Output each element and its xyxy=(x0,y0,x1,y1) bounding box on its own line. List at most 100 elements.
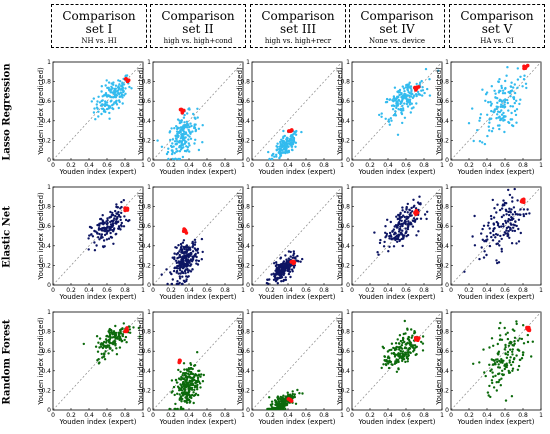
data-point xyxy=(119,80,122,83)
data-point xyxy=(171,278,174,281)
scatter-points xyxy=(266,388,304,411)
data-point xyxy=(122,225,126,228)
data-point xyxy=(201,250,204,254)
data-point xyxy=(181,261,185,264)
x-tick-label: 0 xyxy=(51,412,55,419)
data-point xyxy=(266,278,269,281)
data-point xyxy=(179,396,183,399)
data-point xyxy=(178,121,182,125)
data-point xyxy=(425,217,428,221)
data-point xyxy=(389,360,393,364)
data-point xyxy=(490,109,493,113)
data-point xyxy=(498,98,502,102)
highlight-point xyxy=(182,108,186,113)
y-tick-label: 0.8 xyxy=(240,79,250,86)
data-point xyxy=(401,336,405,340)
data-point xyxy=(483,240,486,243)
data-point xyxy=(114,220,118,223)
data-point xyxy=(108,327,112,331)
y-tick-label: 0.2 xyxy=(141,262,151,269)
data-point xyxy=(496,261,499,265)
data-point xyxy=(294,141,298,144)
data-point xyxy=(191,130,194,133)
data-point xyxy=(176,140,179,143)
data-point xyxy=(122,94,126,97)
data-point xyxy=(107,352,110,355)
data-point xyxy=(186,384,189,388)
data-point xyxy=(173,393,176,397)
data-point xyxy=(183,121,186,124)
data-point xyxy=(479,113,483,116)
data-point xyxy=(507,230,510,233)
data-point xyxy=(94,118,97,121)
data-point xyxy=(503,130,506,134)
data-point xyxy=(511,196,514,199)
x-tick-label: 0.8 xyxy=(220,412,230,419)
data-point xyxy=(498,124,501,127)
data-point xyxy=(496,360,499,364)
x-tick-label: 0.6 xyxy=(202,412,212,419)
data-point xyxy=(173,256,176,259)
data-point xyxy=(514,113,518,117)
data-point xyxy=(122,90,125,93)
data-point xyxy=(189,137,193,140)
data-point xyxy=(504,208,508,211)
data-point xyxy=(510,395,514,398)
data-point xyxy=(493,89,496,93)
data-point xyxy=(502,199,505,202)
highlight-point xyxy=(123,77,128,81)
data-point xyxy=(108,111,111,115)
y-tick-label: 0.6 xyxy=(41,223,51,230)
data-point xyxy=(109,210,112,214)
data-point xyxy=(509,218,512,222)
data-point xyxy=(267,150,270,154)
data-point xyxy=(511,367,515,370)
data-point xyxy=(105,79,108,82)
data-point xyxy=(292,250,295,253)
data-point xyxy=(510,111,513,115)
data-point xyxy=(178,377,181,381)
data-point xyxy=(406,211,409,214)
data-point xyxy=(394,110,397,113)
x-tick-label: 0 xyxy=(51,162,55,169)
data-point xyxy=(382,245,386,248)
y-tick-label: 0 xyxy=(147,157,151,164)
data-point xyxy=(200,373,203,376)
x-tick-label: 0.6 xyxy=(202,162,212,169)
data-point xyxy=(402,235,405,238)
data-point xyxy=(176,280,179,283)
data-point xyxy=(186,112,189,115)
data-point xyxy=(384,117,387,121)
data-point xyxy=(201,124,204,127)
data-point xyxy=(495,211,498,214)
data-point xyxy=(487,101,490,104)
highlight-point xyxy=(289,260,294,264)
data-point xyxy=(512,86,515,89)
data-point xyxy=(497,366,500,369)
data-point xyxy=(196,388,199,391)
data-point xyxy=(420,89,423,92)
data-point xyxy=(506,234,509,238)
data-point xyxy=(410,206,413,210)
data-point xyxy=(293,132,296,135)
data-point xyxy=(472,139,475,143)
data-point xyxy=(398,93,401,97)
data-point xyxy=(188,135,191,138)
y-tick-label: 0 xyxy=(147,282,151,289)
data-point xyxy=(105,238,109,241)
data-point xyxy=(116,206,120,209)
data-point xyxy=(196,383,199,387)
data-point xyxy=(473,244,477,247)
data-point xyxy=(278,403,281,406)
data-point xyxy=(189,370,193,374)
data-point xyxy=(489,369,492,373)
data-point xyxy=(171,157,174,161)
data-point xyxy=(181,256,184,260)
x-axis-label: Youden index (expert) xyxy=(257,293,335,301)
data-point xyxy=(495,105,498,108)
data-point xyxy=(124,74,128,78)
y-tick-label: 0.6 xyxy=(141,223,151,230)
